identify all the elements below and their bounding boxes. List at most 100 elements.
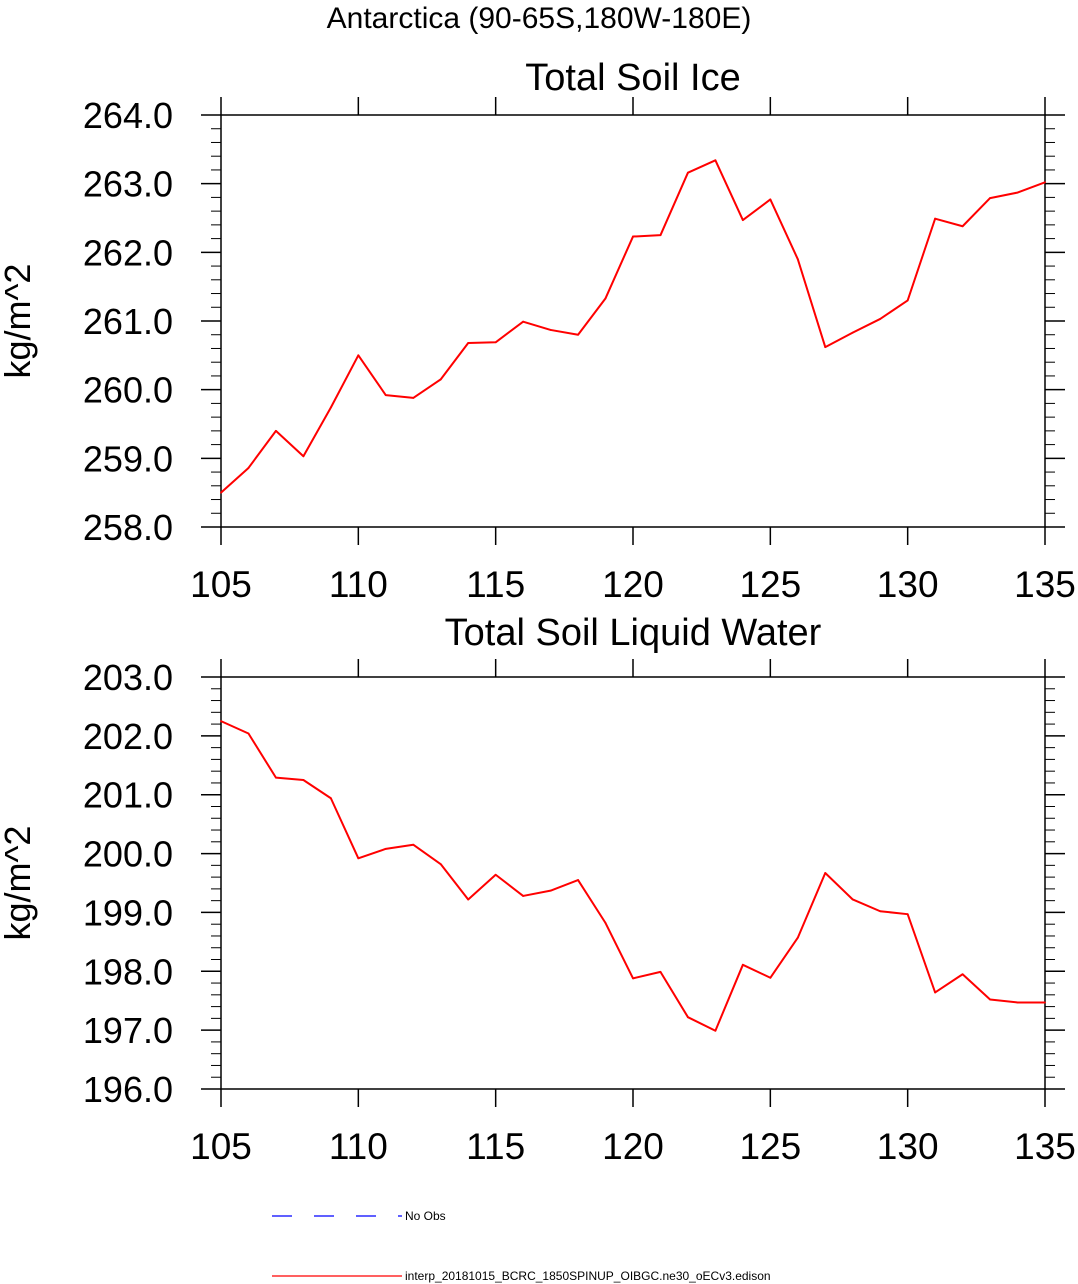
data-point <box>879 318 882 320</box>
y-tick-label: 197.0 <box>83 1010 173 1051</box>
plot-frame <box>220 114 1046 528</box>
data-point <box>549 329 552 331</box>
x-tick-label: 120 <box>602 564 664 605</box>
x-tick-label: 130 <box>877 564 939 605</box>
x-tick-label: 130 <box>877 1126 939 1167</box>
data-point <box>357 354 360 357</box>
x-tick-label: 110 <box>329 564 388 605</box>
data-point <box>741 219 744 221</box>
data-point <box>549 889 552 892</box>
x-tick-label: 125 <box>739 564 801 605</box>
data-point <box>384 847 387 850</box>
data-point <box>247 732 250 735</box>
data-point <box>604 922 607 924</box>
data-point <box>247 467 250 469</box>
y-tick-label: 199.0 <box>83 892 173 933</box>
series-line-model <box>220 159 1046 494</box>
data-point <box>961 973 964 976</box>
data-point <box>769 198 772 201</box>
y-tick-label: 202.0 <box>83 716 173 757</box>
data-point <box>714 1029 717 1032</box>
x-tick-label: 110 <box>329 1126 388 1167</box>
data-point <box>906 913 909 916</box>
data-point <box>1016 191 1019 194</box>
data-point <box>1044 1001 1046 1004</box>
x-tick-label: 105 <box>190 1126 252 1167</box>
x-tick-label: 120 <box>602 1126 664 1167</box>
data-point <box>824 346 827 348</box>
data-point <box>522 320 525 323</box>
data-point <box>796 258 799 261</box>
y-axis-label: kg/m^2 <box>0 264 38 379</box>
data-point <box>522 895 525 897</box>
y-tick-label: 262.0 <box>83 232 173 273</box>
panel-title: Total Soil Ice <box>525 57 740 99</box>
data-point <box>577 879 579 881</box>
data-point <box>275 429 277 432</box>
legend-label-no-obs: No Obs <box>405 1209 446 1223</box>
data-point <box>659 234 662 237</box>
data-point <box>687 1016 689 1019</box>
y-axis-label: kg/m^2 <box>0 826 38 941</box>
y-tick-label: 258.0 <box>83 507 173 548</box>
data-point <box>714 159 717 162</box>
data-point <box>961 225 964 228</box>
figure-suptitle: Antarctica (90-65S,180W-180E) <box>327 2 752 35</box>
x-tick-label: 115 <box>466 1126 525 1167</box>
data-point <box>604 297 607 300</box>
x-tick-label: 135 <box>1014 564 1076 605</box>
x-tick-label: 135 <box>1014 1126 1076 1167</box>
data-point <box>329 406 332 409</box>
data-point <box>467 342 470 344</box>
data-point <box>329 797 332 800</box>
legend: No Obs interp_20181015_BCRC_1850SPINUP_O… <box>272 1209 771 1283</box>
panel-title: Total Soil Liquid Water <box>445 612 822 654</box>
data-point <box>494 873 497 876</box>
data-point <box>577 333 579 336</box>
data-point <box>632 235 634 238</box>
data-point <box>412 397 415 399</box>
y-tick-label: 264.0 <box>83 95 173 136</box>
x-tick-label: 105 <box>190 564 252 605</box>
data-point <box>439 378 442 381</box>
x-tick-label: 115 <box>466 564 525 605</box>
data-point <box>302 779 305 781</box>
data-point <box>741 963 744 966</box>
data-point <box>467 898 470 901</box>
y-tick-label: 203.0 <box>83 657 173 698</box>
data-point <box>824 872 827 874</box>
data-point <box>220 491 222 494</box>
data-point <box>302 455 305 458</box>
data-point <box>1044 181 1046 184</box>
panel-total-soil-ice: Total Soil Ice kg/m^2 105 110 115 120 125 130 13… <box>0 57 1076 605</box>
y-tick-label: 198.0 <box>83 951 173 992</box>
plot-frame <box>220 676 1046 1090</box>
data-point <box>989 197 991 199</box>
data-point <box>934 991 937 994</box>
data-point <box>632 977 634 980</box>
data-point <box>687 171 689 174</box>
data-point <box>906 299 909 302</box>
data-point <box>989 998 991 1001</box>
data-point <box>851 331 854 334</box>
y-tick-label: 260.0 <box>83 370 173 411</box>
data-point <box>357 857 360 860</box>
data-point <box>796 936 799 939</box>
data-point <box>879 910 882 913</box>
y-tick-label: 200.0 <box>83 834 173 875</box>
data-point <box>659 970 662 973</box>
y-tick-label: 196.0 <box>83 1069 173 1110</box>
data-point <box>769 976 772 979</box>
y-tick-label: 261.0 <box>83 301 173 342</box>
data-point <box>220 720 222 723</box>
data-point <box>384 394 387 397</box>
panel-total-soil-liquid-water: Total Soil Liquid Water kg/m^2 105 110 115 12… <box>0 612 1076 1167</box>
series-line-model <box>220 720 1045 1032</box>
data-point <box>439 863 442 866</box>
y-tick-label: 259.0 <box>83 438 173 479</box>
y-tick-label: 201.0 <box>83 775 173 816</box>
data-point <box>1016 1001 1019 1004</box>
x-tick-label: 125 <box>739 1126 801 1167</box>
data-point <box>412 843 415 846</box>
